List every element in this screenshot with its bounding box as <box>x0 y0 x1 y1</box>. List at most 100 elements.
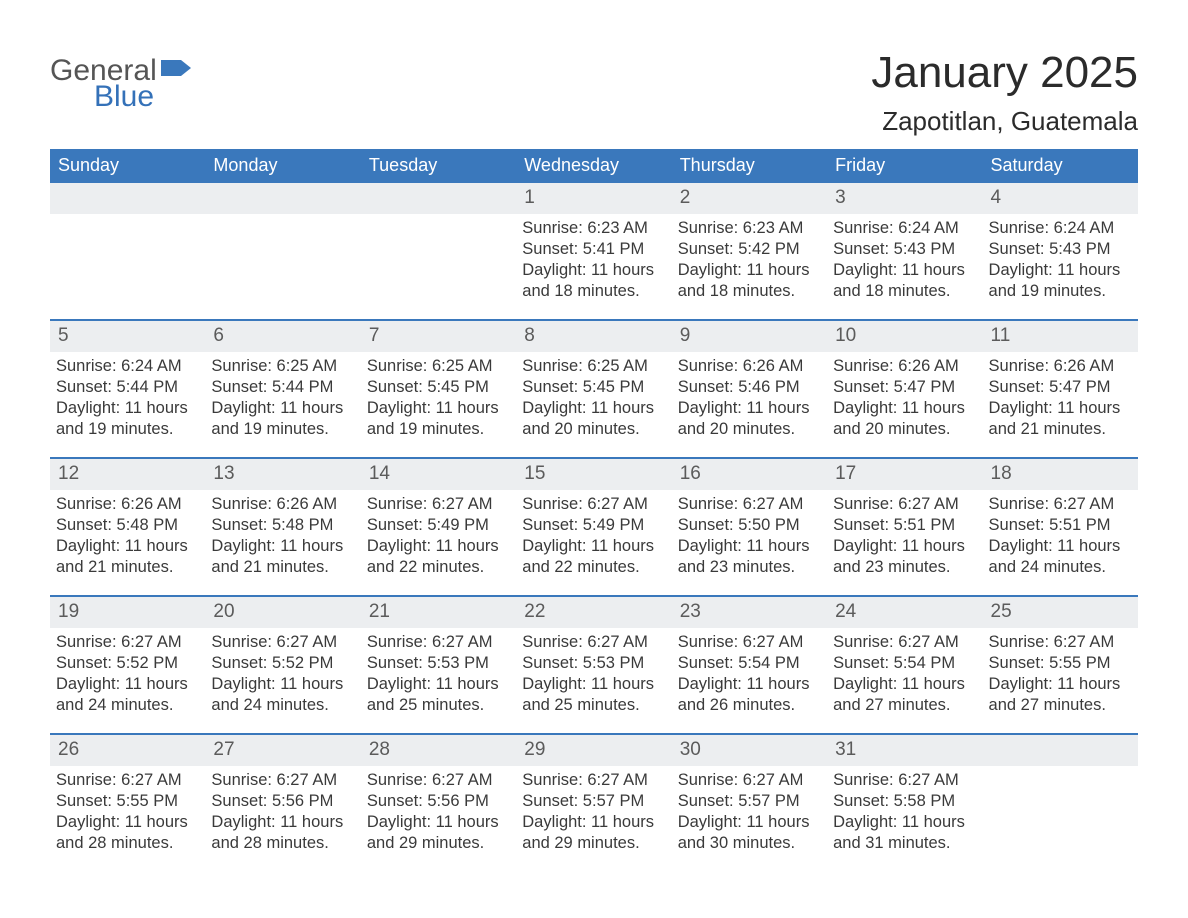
sunrise-line: Sunrise: 6:26 AM <box>56 494 199 515</box>
sunset-line: Sunset: 5:41 PM <box>522 239 665 260</box>
day-content: Sunrise: 6:27 AMSunset: 5:53 PMDaylight:… <box>522 632 665 716</box>
sunset-line: Sunset: 5:42 PM <box>678 239 821 260</box>
daylight-line: Daylight: 11 hours <box>833 398 976 419</box>
day-number: 29 <box>516 735 671 765</box>
sunrise-line: Sunrise: 6:27 AM <box>678 632 821 653</box>
day-number: 20 <box>205 597 360 627</box>
daylight-line: and 28 minutes. <box>56 833 199 854</box>
day-content: Sunrise: 6:27 AMSunset: 5:49 PMDaylight:… <box>367 494 510 578</box>
sunrise-line: Sunrise: 6:27 AM <box>522 632 665 653</box>
sunrise-line: Sunrise: 6:27 AM <box>522 494 665 515</box>
day-cell: 26Sunrise: 6:27 AMSunset: 5:55 PMDayligh… <box>50 735 205 871</box>
sunset-line: Sunset: 5:50 PM <box>678 515 821 536</box>
day-cell: 8Sunrise: 6:25 AMSunset: 5:45 PMDaylight… <box>516 321 671 457</box>
sunrise-line: Sunrise: 6:27 AM <box>56 632 199 653</box>
daylight-line: Daylight: 11 hours <box>833 674 976 695</box>
sunset-line: Sunset: 5:51 PM <box>989 515 1132 536</box>
sunset-line: Sunset: 5:44 PM <box>211 377 354 398</box>
daylight-line: and 31 minutes. <box>833 833 976 854</box>
day-cell: 5 Sunrise: 6:24 AMSunset: 5:44 PMDaylight… <box>50 321 205 457</box>
sunrise-line: Sunrise: 6:27 AM <box>522 770 665 791</box>
daylight-line: and 19 minutes. <box>989 281 1132 302</box>
daylight-line: Daylight: 11 hours <box>56 812 199 833</box>
sunrise-line: Sunrise: 6:27 AM <box>367 494 510 515</box>
day-content: Sunrise: 6:23 AMSunset: 5:41 PMDaylight:… <box>522 218 665 302</box>
day-number: 24 <box>827 597 982 627</box>
week-row: 1Sunrise: 6:23 AMSunset: 5:41 PMDaylight… <box>50 183 1138 319</box>
sunset-line: Sunset: 5:55 PM <box>989 653 1132 674</box>
daylight-line: and 27 minutes. <box>989 695 1132 716</box>
day-of-week-header: SundayMondayTuesdayWednesdayThursdayFrid… <box>50 149 1138 183</box>
day-content: Sunrise: 6:26 AMSunset: 5:47 PMDaylight:… <box>833 356 976 440</box>
sunrise-line: Sunrise: 6:27 AM <box>211 770 354 791</box>
dow-cell: Saturday <box>983 149 1138 183</box>
daylight-line: Daylight: 11 hours <box>211 536 354 557</box>
weeks-container: 1Sunrise: 6:23 AMSunset: 5:41 PMDaylight… <box>50 183 1138 871</box>
day-number: 3 <box>827 183 982 213</box>
day-content: Sunrise: 6:27 AMSunset: 5:58 PMDaylight:… <box>833 770 976 854</box>
calendar: SundayMondayTuesdayWednesdayThursdayFrid… <box>50 149 1138 871</box>
logo-text-blue: Blue <box>94 82 154 112</box>
day-number: 4 <box>983 183 1138 213</box>
day-number: 2 <box>672 183 827 213</box>
day-content: Sunrise: 6:27 AMSunset: 5:52 PMDaylight:… <box>211 632 354 716</box>
sunrise-line: Sunrise: 6:24 AM <box>56 356 199 377</box>
day-content: Sunrise: 6:27 AMSunset: 5:57 PMDaylight:… <box>678 770 821 854</box>
sunrise-line: Sunrise: 6:25 AM <box>211 356 354 377</box>
daylight-line: Daylight: 11 hours <box>56 398 199 419</box>
day-content: Sunrise: 6:27 AMSunset: 5:54 PMDaylight:… <box>678 632 821 716</box>
daylight-line: and 26 minutes. <box>678 695 821 716</box>
day-content: Sunrise: 6:26 AMSunset: 5:46 PMDaylight:… <box>678 356 821 440</box>
day-content: Sunrise: 6:27 AMSunset: 5:57 PMDaylight:… <box>522 770 665 854</box>
daylight-line: and 24 minutes. <box>211 695 354 716</box>
daylight-line: Daylight: 11 hours <box>989 260 1132 281</box>
day-number: 18 <box>983 459 1138 489</box>
daylight-line: Daylight: 11 hours <box>56 674 199 695</box>
day-cell: 1 Sunrise: 6:23 AMSunset: 5:41 PMDaylight… <box>516 183 671 319</box>
daylight-line: and 23 minutes. <box>833 557 976 578</box>
sunset-line: Sunset: 5:58 PM <box>833 791 976 812</box>
daylight-line: and 21 minutes. <box>56 557 199 578</box>
daylight-line: Daylight: 11 hours <box>833 812 976 833</box>
sunset-line: Sunset: 5:51 PM <box>833 515 976 536</box>
day-cell <box>205 183 360 319</box>
daylight-line: and 27 minutes. <box>833 695 976 716</box>
dow-cell: Sunday <box>50 149 205 183</box>
sunrise-line: Sunrise: 6:23 AM <box>678 218 821 239</box>
sunset-line: Sunset: 5:52 PM <box>56 653 199 674</box>
day-cell: 15Sunrise: 6:27 AMSunset: 5:49 PMDayligh… <box>516 459 671 595</box>
day-content: Sunrise: 6:24 AMSunset: 5:43 PMDaylight:… <box>833 218 976 302</box>
daylight-line: Daylight: 11 hours <box>678 536 821 557</box>
day-cell: 30Sunrise: 6:27 AMSunset: 5:57 PMDayligh… <box>672 735 827 871</box>
sunrise-line: Sunrise: 6:27 AM <box>989 632 1132 653</box>
day-cell: 12Sunrise: 6:26 AMSunset: 5:48 PMDayligh… <box>50 459 205 595</box>
sunrise-line: Sunrise: 6:25 AM <box>367 356 510 377</box>
day-number: 9 <box>672 321 827 351</box>
daylight-line: and 19 minutes. <box>211 419 354 440</box>
day-number: 6 <box>205 321 360 351</box>
daylight-line: and 25 minutes. <box>367 695 510 716</box>
daylight-line: Daylight: 11 hours <box>367 536 510 557</box>
day-number: 31 <box>827 735 982 765</box>
day-cell: 4 Sunrise: 6:24 AMSunset: 5:43 PMDaylight… <box>983 183 1138 319</box>
day-cell: 3 Sunrise: 6:24 AMSunset: 5:43 PMDaylight… <box>827 183 982 319</box>
daylight-line: Daylight: 11 hours <box>989 674 1132 695</box>
day-cell <box>983 735 1138 871</box>
day-number: 7 <box>361 321 516 351</box>
day-content: Sunrise: 6:24 AMSunset: 5:43 PMDaylight:… <box>989 218 1132 302</box>
daylight-line: Daylight: 11 hours <box>367 674 510 695</box>
day-content: Sunrise: 6:24 AMSunset: 5:44 PMDaylight:… <box>56 356 199 440</box>
day-number: 1 <box>516 183 671 213</box>
daylight-line: and 23 minutes. <box>678 557 821 578</box>
day-cell: 24Sunrise: 6:27 AMSunset: 5:54 PMDayligh… <box>827 597 982 733</box>
sunset-line: Sunset: 5:47 PM <box>989 377 1132 398</box>
day-content: Sunrise: 6:27 AMSunset: 5:56 PMDaylight:… <box>211 770 354 854</box>
day-cell: 20 Sunrise: 6:27 AMSunset: 5:52 PMDayligh… <box>205 597 360 733</box>
day-cell: 19 Sunrise: 6:27 AMSunset: 5:52 PMDayligh… <box>50 597 205 733</box>
day-number: 5 <box>50 321 205 351</box>
day-number: 19 <box>50 597 205 627</box>
sunset-line: Sunset: 5:48 PM <box>56 515 199 536</box>
day-number: 15 <box>516 459 671 489</box>
day-cell: 21Sunrise: 6:27 AMSunset: 5:53 PMDayligh… <box>361 597 516 733</box>
day-number: 25 <box>983 597 1138 627</box>
